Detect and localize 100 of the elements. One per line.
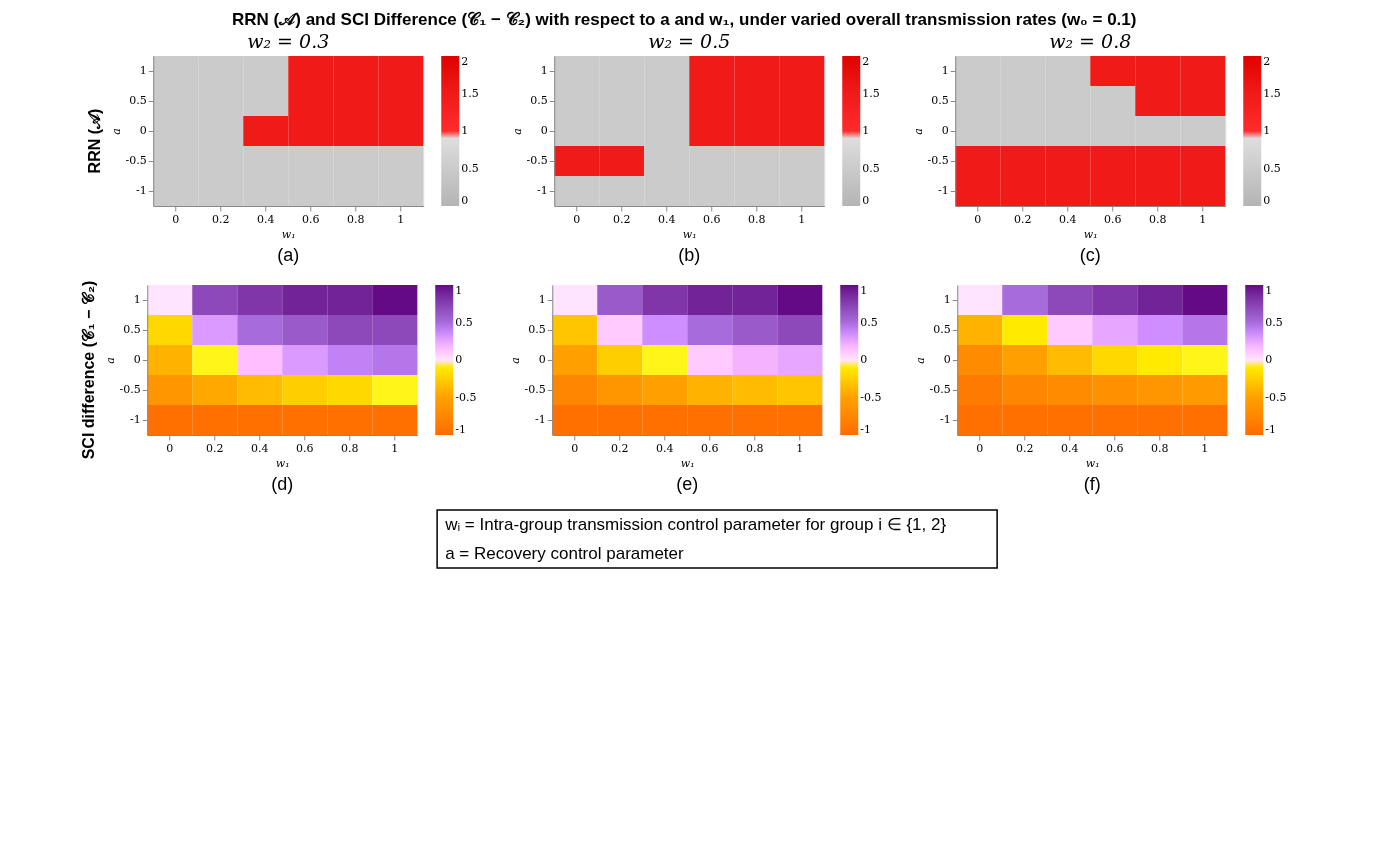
color-bar-label: 0.5 [1265,315,1283,329]
x-tick-label: 0.4 [1059,212,1077,226]
color-bar-label: -1 [1265,423,1276,436]
color-bar-label: 0 [1263,194,1271,207]
x-tick-label: 0 [573,212,581,226]
text: RRN (𝒜) [86,108,104,174]
y-axis-title: a [109,128,123,135]
color-bar-label: 0 [860,353,868,366]
y-tick-label: -1 [938,184,949,197]
y-tick-label: 1 [538,293,546,306]
color-bar-label: -1 [455,423,466,436]
x-tick-label: 1 [798,212,806,226]
x-tick-label: 0.6 [1104,212,1122,226]
y-tick-label: -0.5 [526,154,548,167]
y-axis-title: a [508,357,522,364]
y-tick-label: 0 [540,124,548,137]
chart-title: w₂ = 0.8 [1049,30,1132,52]
x-tick-label: 0.2 [206,441,224,455]
x-axis-title: w₁ [275,456,290,470]
x-tick-label: 0.8 [1151,441,1169,455]
x-tick-label: 0 [974,212,982,226]
x-tick-label: 0.4 [1061,441,1079,455]
y-tick-label: 0 [139,124,147,137]
color-bar-label: 0.5 [862,161,880,175]
color-bar-label: -0.5 [1265,390,1287,404]
x-tick-label: 0.6 [302,212,320,226]
x-tick-label: 0 [166,441,174,455]
color-bar-label: 1.5 [461,86,479,100]
y-tick-label: -1 [136,184,147,197]
x-tick-label: 0.4 [656,441,674,455]
x-tick-label: 0 [172,212,180,226]
text: (f) [1083,474,1101,494]
text: RRN (𝒜) and SCI Difference (𝒞₁ − 𝒞₂) with respect to a and w₁, under varied overall transmission rates (w₀ = 0.1) [232,9,1137,29]
color-bar-label: 1 [862,124,870,137]
y-tick-label: 0 [941,124,949,137]
x-tick-label: 0.2 [1014,212,1032,226]
x-tick-label: 0.6 [703,212,721,226]
x-tick-label: 0.6 [296,441,314,455]
text: (b) [678,245,701,265]
x-tick-label: 0.4 [658,212,676,226]
text: (d) [271,474,294,494]
y-tick-label: 1 [133,293,141,306]
y-tick-label: 0.5 [931,94,949,107]
y-axis-title: a [913,357,927,364]
x-tick-label: 1 [1199,212,1207,226]
color-bar-label: 0.5 [1263,161,1281,175]
y-tick-label: -0.5 [927,154,949,167]
y-tick-label: 1 [540,64,548,77]
x-tick-label: 1 [1201,441,1209,455]
x-axis-title: w₁ [281,227,296,241]
y-axis-title: a [510,128,524,135]
y-tick-label: -0.5 [929,383,951,396]
x-axis-title: w₁ [680,456,695,470]
color-bar-label: 1 [860,284,868,297]
text: (e) [676,474,699,494]
color-bar-label: 1 [461,124,469,137]
x-tick-label: 0.2 [611,441,629,455]
x-tick-label: 0.4 [257,212,275,226]
x-tick-label: 0.8 [347,212,365,226]
x-tick-label: 0.2 [613,212,631,226]
y-tick-label: 0 [943,353,951,366]
color-bar-label: 1.5 [1263,86,1281,100]
chart-title: w₂ = 0.5 [648,30,731,52]
x-tick-label: 0 [571,441,579,455]
x-axis-title: w₁ [682,227,697,241]
color-bar-label: 1.5 [862,86,880,100]
y-tick-label: -0.5 [119,383,141,396]
x-tick-label: 0.6 [701,441,719,455]
x-tick-label: 0.8 [748,212,766,226]
text: (c) [1079,245,1101,265]
color-bar-label: 0.5 [455,315,473,329]
color-bar-label: 0.5 [461,161,479,175]
y-tick-label: 0.5 [530,94,548,107]
x-tick-label: 0.2 [212,212,230,226]
y-tick-label: -1 [940,413,951,426]
x-tick-label: 0.4 [251,441,269,455]
color-bar-label: 0 [455,353,463,366]
y-tick-label: 0.5 [129,94,147,107]
text: a = Recovery control parameter [445,543,685,563]
x-axis-title: w₁ [1083,227,1098,241]
color-bar-label: 2 [862,55,870,68]
color-bar-label: 2 [461,55,469,68]
x-tick-label: 1 [796,441,804,455]
color-bar-label: -0.5 [860,390,882,404]
x-tick-label: 0.8 [341,441,359,455]
y-tick-label: 0.5 [123,323,141,336]
y-tick-label: -0.5 [125,154,147,167]
y-tick-label: 0.5 [528,323,546,336]
y-tick-label: -1 [537,184,548,197]
text: wᵢ = Intra-group transmission control parameter for group i ∈ {1, 2} [444,514,947,534]
text: SCI difference (𝒞₁ − 𝒞₂) [80,280,98,460]
y-tick-label: 1 [139,64,147,77]
color-bar-label: -1 [860,423,871,436]
color-bar-label: 1 [455,284,463,297]
y-tick-label: 0 [538,353,546,366]
y-tick-label: -1 [130,413,141,426]
x-tick-label: 0 [976,441,984,455]
y-tick-label: -0.5 [524,383,546,396]
color-bar-label: 0 [1265,353,1273,366]
color-bar-label: 0 [461,194,469,207]
